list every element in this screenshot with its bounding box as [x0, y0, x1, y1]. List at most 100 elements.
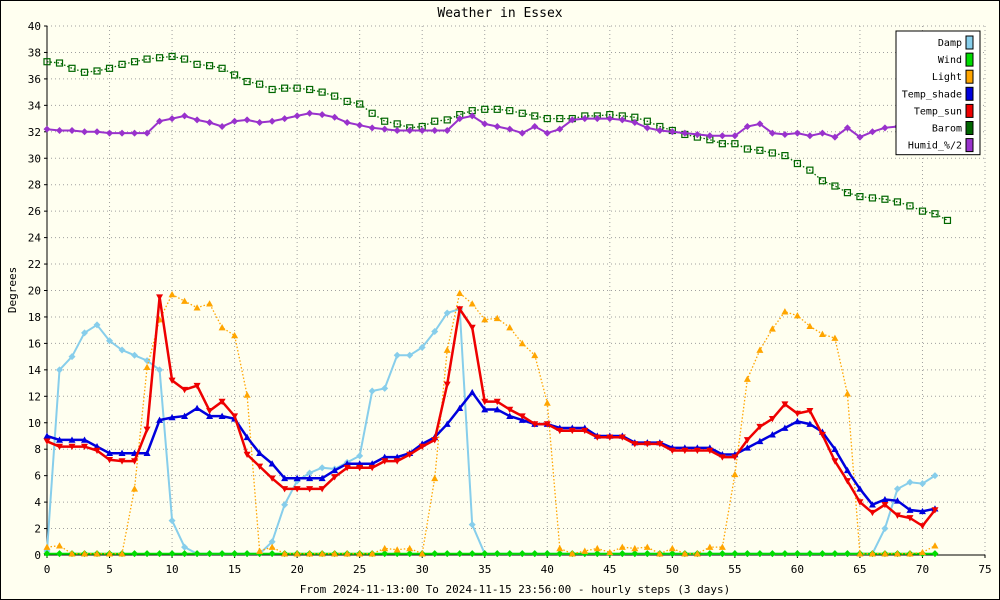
legend-label: Barom — [932, 124, 962, 135]
data-point — [193, 550, 201, 558]
data-point — [831, 182, 839, 190]
data-point — [243, 433, 251, 441]
data-point — [593, 550, 601, 558]
data-point — [393, 458, 401, 465]
data-point — [518, 416, 526, 423]
data-point — [756, 146, 764, 154]
data-point — [56, 542, 64, 549]
data-point — [243, 116, 251, 124]
data-point — [868, 501, 876, 508]
data-point — [281, 501, 289, 509]
y-tick-label: 22 — [28, 258, 41, 271]
data-point — [293, 474, 301, 482]
data-point — [143, 363, 151, 371]
x-tick-label: 15 — [228, 563, 241, 576]
data-point — [156, 294, 164, 301]
data-point — [506, 107, 514, 115]
data-point — [281, 474, 289, 482]
y-tick-label: 28 — [28, 179, 41, 192]
data-point — [568, 427, 576, 435]
data-point — [268, 550, 276, 558]
data-point — [156, 416, 164, 423]
legend-label: Temp_shade — [902, 89, 962, 100]
data-point — [918, 507, 926, 515]
data-point — [418, 126, 426, 134]
data-point — [481, 120, 489, 128]
data-point — [356, 464, 364, 472]
x-tick-label: 50 — [666, 563, 679, 576]
data-point — [206, 412, 214, 419]
data-point — [681, 129, 689, 137]
data-point — [443, 381, 451, 388]
data-point — [193, 60, 201, 68]
data-point — [468, 324, 476, 332]
data-point — [393, 126, 401, 134]
data-point — [118, 129, 126, 137]
data-point — [893, 198, 902, 206]
data-point — [593, 544, 601, 552]
data-point — [881, 195, 889, 203]
data-point — [93, 128, 101, 136]
data-point — [193, 116, 201, 124]
data-point — [568, 550, 576, 557]
data-point — [131, 351, 139, 359]
data-point — [806, 322, 814, 330]
data-point — [756, 423, 764, 431]
data-point — [81, 550, 89, 557]
data-point — [818, 177, 827, 185]
data-point — [531, 112, 539, 120]
data-point — [856, 550, 864, 557]
data-point — [81, 436, 89, 443]
data-point — [756, 346, 764, 353]
y-tick-label: 2 — [34, 523, 41, 536]
data-point — [531, 351, 539, 359]
y-tick-label: 34 — [28, 99, 42, 112]
data-point — [893, 550, 901, 557]
legend-swatch — [965, 52, 974, 67]
data-point — [443, 126, 451, 134]
data-point — [118, 60, 126, 68]
data-point — [343, 464, 351, 472]
data-point — [143, 55, 151, 63]
data-point — [306, 486, 314, 493]
legend-swatch — [965, 121, 974, 135]
data-point — [443, 346, 451, 353]
x-tick-label: 70 — [916, 563, 929, 576]
data-point — [556, 114, 564, 123]
data-point — [68, 64, 76, 72]
data-point — [668, 550, 676, 558]
data-point — [43, 438, 51, 445]
data-point — [631, 550, 639, 558]
data-point — [468, 388, 476, 396]
data-point — [256, 119, 264, 127]
data-point — [931, 472, 939, 480]
data-point — [331, 550, 339, 557]
data-point — [43, 58, 51, 66]
data-point — [243, 550, 251, 558]
data-point — [806, 550, 814, 558]
data-point — [131, 129, 139, 137]
data-point — [718, 454, 726, 461]
data-point — [206, 408, 214, 415]
series-layer — [43, 52, 952, 558]
data-point — [668, 544, 676, 552]
data-point — [293, 84, 301, 92]
data-point — [443, 420, 451, 427]
data-point — [443, 550, 451, 558]
data-point — [318, 88, 326, 96]
data-point — [556, 427, 564, 435]
data-point — [168, 290, 176, 298]
y-tick-label: 14 — [28, 364, 42, 377]
data-point — [181, 550, 189, 558]
data-point — [818, 431, 826, 439]
data-point — [593, 434, 601, 441]
data-point — [231, 413, 239, 420]
data-point — [131, 485, 139, 492]
data-point — [193, 382, 201, 390]
data-point — [493, 406, 501, 413]
data-point — [718, 140, 726, 148]
data-point — [856, 193, 864, 201]
data-point — [556, 544, 564, 552]
data-point — [406, 351, 414, 359]
